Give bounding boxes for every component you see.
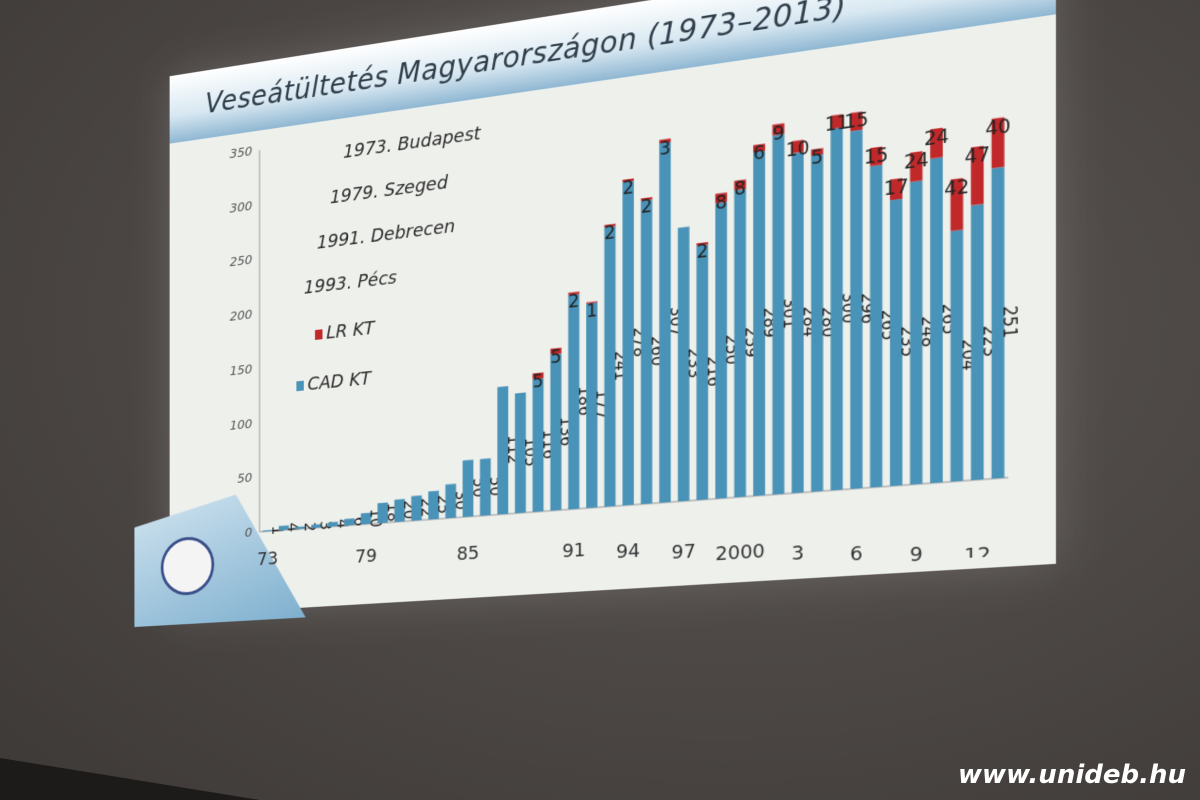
x-tick-label: 9 [910, 544, 923, 567]
y-tick-label: 50 [237, 470, 252, 486]
label-cad-2006: 296 [857, 292, 877, 325]
legend-label-cad: CAD KT [308, 368, 373, 395]
x-tick-label: 3 [791, 542, 804, 565]
x-tick-label: 6 [850, 543, 863, 566]
bar-cad-1982 [411, 495, 422, 521]
label-lr-2009: 24 [904, 149, 929, 174]
bar-cad-1986 [479, 458, 491, 516]
label-cad-1995: 260 [647, 335, 665, 367]
site-note: 1993. Pécs [304, 268, 397, 299]
label-lr-1998: 2 [697, 240, 709, 262]
bar-cad-1978 [344, 518, 355, 526]
y-tick-label: 300 [230, 197, 253, 215]
bar-cad-1985 [462, 459, 474, 518]
x-tick-label: 79 [355, 546, 377, 568]
site-note: 1979. Szeged [330, 172, 449, 208]
label-cad-2005: 300 [838, 291, 858, 324]
label-cad-2011: 204 [958, 338, 978, 372]
label-cad-1978: 6 [350, 516, 367, 527]
legend-label-lr: LR KT [326, 318, 376, 344]
label-lr-1993: 2 [604, 222, 615, 244]
label-lr-2004: 5 [811, 146, 823, 169]
y-tick-label: 250 [230, 252, 253, 270]
label-lr-1996: 3 [659, 137, 670, 159]
bar-cad-1987 [497, 386, 509, 515]
y-tick-label: 200 [230, 306, 253, 324]
x-tick-label: 73 [257, 549, 278, 571]
label-cad-2007: 265 [877, 309, 897, 342]
label-lr-2002: 9 [772, 122, 784, 145]
label-lr-1994: 2 [623, 177, 634, 199]
label-cad-2008: 235 [897, 325, 917, 358]
y-tick-label: 0 [245, 524, 253, 540]
y-tick-label: 100 [230, 415, 253, 432]
label-cad-1974: 4 [285, 522, 301, 533]
bar-cad-1980 [377, 502, 388, 524]
label-lr-1991: 2 [568, 290, 579, 311]
label-lr-2000: 8 [734, 178, 746, 200]
label-cad-1979: 10 [367, 508, 384, 528]
label-cad-2000: 259 [741, 326, 760, 358]
x-tick-label: 2000 [715, 541, 765, 566]
label-lr-2006: 15 [844, 109, 868, 134]
x-tick-label: 91 [562, 540, 585, 563]
site-note: 1991. Debrecen [317, 216, 455, 254]
label-lr-2003: 10 [786, 137, 810, 161]
label-cad-1990: 136 [557, 416, 575, 447]
label-cad-1991: 186 [575, 385, 593, 416]
label-cad-1987: 112 [504, 434, 522, 465]
label-cad-1989: 116 [539, 429, 557, 460]
label-lr-2008: 17 [884, 176, 909, 200]
x-tick-label: 94 [616, 540, 640, 563]
label-lr-2007: 15 [864, 144, 889, 168]
label-lr-2013: 40 [985, 115, 1010, 140]
label-lr-1995: 2 [641, 196, 652, 218]
label-cad-1996: 307 [666, 306, 685, 338]
label-cad-1993: 241 [611, 350, 629, 382]
label-cad-1975: 2 [301, 522, 317, 533]
x-tick-label: 12 [964, 544, 991, 568]
label-lr-2005: 11 [825, 112, 849, 136]
label-cad-1999: 250 [722, 333, 741, 365]
watermark: www.unideb.hu [958, 760, 1186, 790]
bar-cad-1981 [394, 498, 405, 523]
bar-cad-1984 [445, 483, 457, 519]
label-lr-1999: 8 [715, 191, 727, 213]
label-cad-2003: 284 [799, 305, 818, 338]
y-tick-label: 150 [230, 361, 253, 378]
label-lr-2001: 6 [753, 142, 765, 164]
label-cad-1988: 105 [521, 437, 539, 468]
label-cad-2012: 223 [978, 324, 999, 358]
site-note: 1973. Budapest [343, 123, 482, 163]
label-cad-1997: 233 [685, 347, 704, 379]
label-lr-1989: 5 [533, 371, 544, 392]
label-cad-1994: 278 [629, 326, 647, 358]
label-lr-1990: 5 [550, 346, 561, 367]
label-lr-1992: 1 [586, 300, 597, 322]
label-lr-2012: 47 [965, 143, 990, 168]
label-cad-1973: 1 [268, 525, 284, 536]
label-cad-1992: 177 [593, 389, 611, 420]
label-lr-2010: 24 [924, 125, 949, 150]
bar-chart: 0 50 100 150 200 250 300 350 1973. Budapest 1979.… [230, 109, 1020, 571]
label-cad-2004: 280 [818, 306, 838, 339]
legend-swatch-lr [314, 329, 323, 340]
bar-cad-1983 [428, 490, 439, 520]
label-cad-1977: 4 [334, 518, 351, 529]
label-cad-2009: 248 [917, 315, 937, 348]
label-cad-2010: 265 [937, 302, 957, 336]
label-cad-1998: 216 [703, 355, 722, 387]
legend-swatch-cad [296, 380, 304, 392]
projected-slide: Veseátültetés Magyarországon (1973–2013)… [170, 0, 1056, 615]
label-cad-2013: 251 [999, 305, 1020, 339]
label-cad-2002: 301 [779, 297, 798, 330]
x-tick-label: 85 [457, 543, 480, 565]
y-tick-label: 350 [230, 143, 253, 161]
label-cad-2001: 289 [760, 306, 779, 339]
label-lr-2011: 42 [944, 176, 969, 201]
bar-cad-1979 [360, 512, 372, 525]
x-tick-label: 97 [671, 541, 695, 564]
label-cad-1976: 3 [317, 520, 333, 531]
